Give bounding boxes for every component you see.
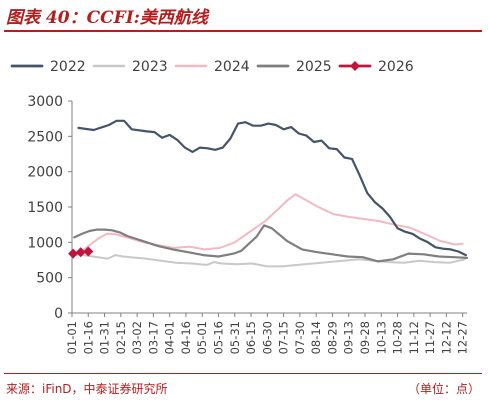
x-tick-label: 03-02	[130, 321, 144, 354]
x-tick-label: 08-14	[309, 321, 323, 354]
x-tick-label: 01-01	[65, 321, 79, 354]
x-tick-label: 12-12	[439, 321, 453, 354]
x-tick-label: 10-28	[391, 321, 405, 354]
legend-label-2022: 2022	[50, 59, 86, 75]
x-tick-label: 01-16	[81, 321, 95, 354]
chart-legend: 2022 2023 2024 2025 2026	[10, 59, 414, 75]
legend-label-2026: 2026	[378, 59, 414, 75]
x-tick-label: 05-31	[228, 321, 242, 354]
series-2026-point	[68, 248, 79, 259]
x-tick-label: 11-27	[423, 321, 437, 354]
y-tick-label: 2500	[27, 129, 63, 145]
x-tick-label: 02-15	[114, 321, 128, 354]
x-tick-label: 04-16	[179, 321, 193, 354]
series-2024-line	[75, 193, 464, 257]
legend-label-2024: 2024	[214, 59, 250, 75]
title-divider	[4, 30, 482, 32]
series-2023-line	[76, 253, 466, 268]
legend-marker-2026	[350, 61, 360, 71]
series-2022-line	[77, 119, 467, 257]
y-tick-label: 1500	[27, 200, 63, 216]
y-tick-label: 3000	[27, 94, 63, 110]
y-tick-label: 500	[36, 271, 63, 287]
x-tick-label: 06-15	[244, 321, 258, 354]
x-tick-label: 11-12	[407, 321, 421, 354]
x-tick-label: 12-27	[456, 321, 470, 354]
y-tick-label: 2000	[27, 165, 63, 181]
series-2026-point	[75, 247, 86, 258]
legend-label-2023: 2023	[132, 59, 168, 75]
x-tick-label: 09-13	[342, 321, 356, 354]
x-tick-label: 04-01	[163, 321, 177, 354]
source-note: 来源：iFinD，中泰证券研究所	[6, 382, 168, 396]
legend-label-2025: 2025	[296, 59, 332, 75]
x-tick-label: 06-30	[260, 321, 274, 354]
x-tick-label: 05-01	[195, 321, 209, 354]
x-tick-label: 09-28	[358, 321, 372, 354]
series-2025-line	[73, 224, 469, 263]
x-tick-label: 10-13	[374, 321, 388, 354]
x-tick-label: 03-17	[146, 321, 160, 354]
x-tick-label: 05-16	[211, 321, 225, 354]
series-2026-point	[83, 246, 94, 257]
x-tick-label: 07-15	[277, 321, 291, 354]
x-tick-label: 08-29	[325, 321, 339, 354]
footer-divider	[4, 373, 482, 374]
x-tick-label: 01-31	[98, 321, 112, 354]
unit-note: （单位：点）	[407, 382, 480, 396]
chart-title: 图表 40：CCFI:美西航线	[6, 8, 208, 28]
y-tick-label: 1000	[27, 235, 63, 251]
plot-area	[68, 119, 469, 268]
ccfi-west-us-line-chart: 2022 2023 2024 2025 2026 0 500 1000 1500 2000 250…	[10, 59, 470, 354]
x-tick-label: 07-30	[293, 321, 307, 354]
y-tick-label: 0	[54, 306, 63, 322]
